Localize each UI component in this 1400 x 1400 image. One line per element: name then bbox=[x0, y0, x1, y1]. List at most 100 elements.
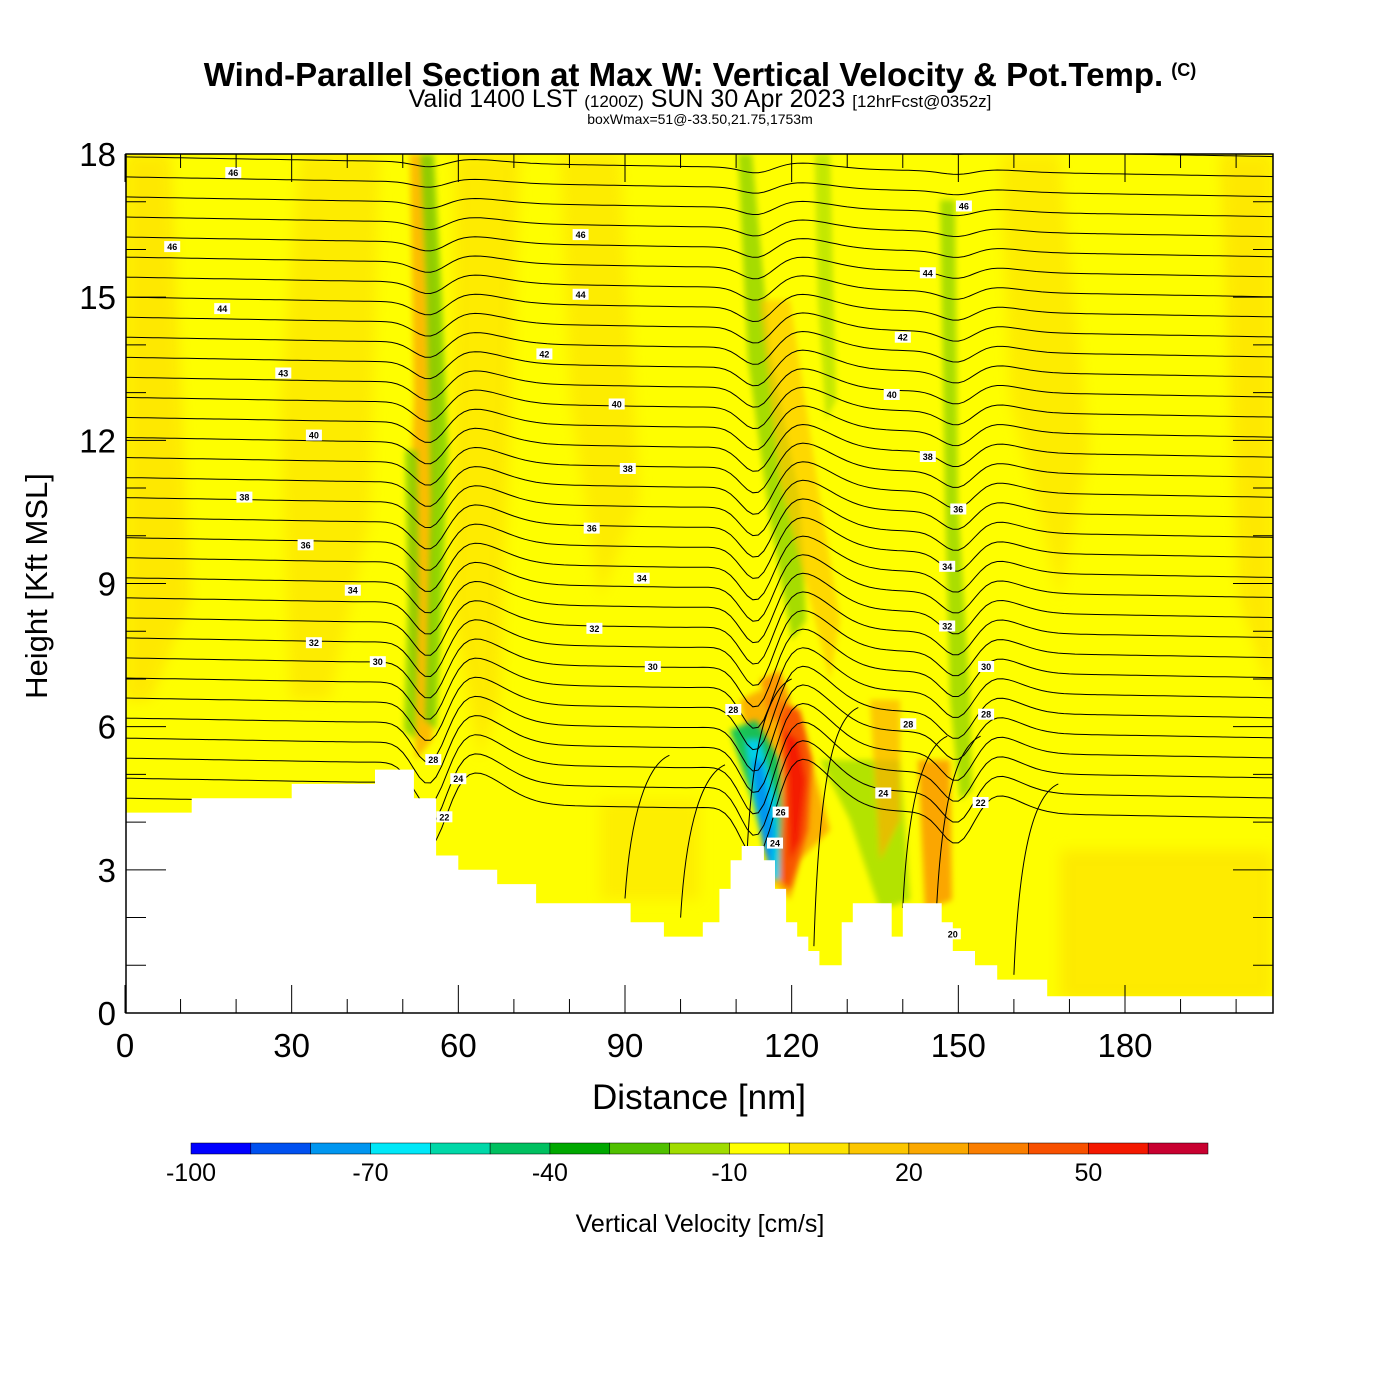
colorbar-tick-label: -100 bbox=[166, 1159, 216, 1187]
colorbar-swatch bbox=[729, 1142, 790, 1155]
theta-label-text: 30 bbox=[648, 662, 658, 672]
colorbar-swatch bbox=[848, 1142, 910, 1155]
theta-label-text: 32 bbox=[589, 624, 599, 634]
theta-label-bg bbox=[633, 572, 650, 584]
theta-label-bg bbox=[772, 806, 789, 818]
theta-contour bbox=[126, 236, 1273, 258]
theta-label: 32 bbox=[305, 637, 322, 649]
theta-contour bbox=[624, 754, 670, 899]
y-tick-label: 18 bbox=[79, 136, 116, 173]
colorbar-swatch bbox=[609, 1142, 670, 1155]
theta-label-bg bbox=[436, 811, 453, 823]
theta-label-text: 36 bbox=[953, 505, 963, 515]
theta-label: 24 bbox=[450, 773, 467, 785]
theta-label-bg bbox=[939, 560, 956, 572]
theta-label-bg bbox=[305, 429, 322, 441]
theta-label-bg bbox=[939, 620, 956, 632]
theta-label-text: 20 bbox=[948, 929, 958, 939]
theta-contour bbox=[126, 665, 1273, 751]
theta-label-text: 28 bbox=[981, 710, 991, 720]
theta-label: 38 bbox=[236, 491, 253, 503]
theta-label-bg bbox=[644, 661, 661, 672]
theta-label-bg bbox=[955, 200, 972, 212]
theta-label: 32 bbox=[939, 620, 956, 632]
theta-label: 32 bbox=[586, 622, 603, 634]
theta-contour bbox=[126, 702, 1273, 793]
theta-label-text: 28 bbox=[728, 705, 738, 715]
theta-contour bbox=[126, 535, 1273, 601]
x-tick-label: 0 bbox=[116, 1027, 134, 1064]
theta-contour bbox=[902, 735, 948, 909]
chart-subtitle: Valid 1400 LST (1200Z) SUN 30 Apr 2023 [… bbox=[0, 86, 1400, 115]
theta-label-bg bbox=[572, 288, 589, 300]
x-tick-label: 30 bbox=[273, 1027, 310, 1064]
theta-label: 30 bbox=[644, 661, 661, 672]
x-tick-label: 150 bbox=[931, 1027, 986, 1064]
theta-label-bg bbox=[900, 718, 917, 730]
theta-label-text: 42 bbox=[898, 333, 908, 343]
colorbar: -100 -70 -40 -10 20 50 bbox=[166, 1142, 1209, 1187]
theta-contour bbox=[126, 442, 1273, 494]
theta-label-text: 38 bbox=[623, 464, 633, 474]
theta-label: 28 bbox=[900, 718, 917, 730]
theta-label: 42 bbox=[894, 331, 911, 343]
theta-contour bbox=[126, 684, 1273, 772]
theta-contour bbox=[746, 678, 792, 851]
theta-label-text: 38 bbox=[239, 493, 249, 503]
theta-label-bg bbox=[894, 331, 911, 343]
subtitle-date: SUN 30 Apr 2023 bbox=[650, 85, 846, 113]
theta-label-text: 24 bbox=[878, 789, 888, 799]
theta-label: 40 bbox=[608, 398, 625, 410]
theta-contour bbox=[126, 647, 1273, 729]
theta-label-bg bbox=[536, 348, 553, 360]
chart-subtitle-2: boxWmax=51@-33.50,21.75,1753m bbox=[587, 111, 813, 127]
theta-label: 46 bbox=[225, 167, 242, 179]
theta-label: 24 bbox=[767, 837, 783, 849]
theta-label-bg bbox=[767, 837, 783, 849]
colorbar-swatch bbox=[788, 1142, 850, 1155]
theta-label-bg bbox=[919, 451, 936, 462]
theta-contour bbox=[126, 721, 1273, 815]
theta-contour bbox=[813, 707, 859, 947]
theta-label: 20 bbox=[944, 928, 961, 940]
theta-label-text: 26 bbox=[776, 808, 786, 818]
theta-label-bg bbox=[586, 622, 603, 634]
theta-label-bg bbox=[883, 389, 900, 400]
theta-label: 28 bbox=[725, 704, 742, 715]
colorbar-swatch bbox=[669, 1142, 730, 1155]
theta-label: 30 bbox=[369, 656, 386, 668]
theta-contour bbox=[126, 386, 1273, 430]
theta-contour bbox=[126, 255, 1273, 280]
theta-label: 40 bbox=[883, 389, 900, 400]
y-tick-label: 6 bbox=[98, 709, 116, 746]
y-tick-label: 0 bbox=[98, 995, 116, 1032]
theta-label: 42 bbox=[536, 348, 553, 360]
chart-title: Wind-Parallel Section at Max W: Vertical… bbox=[0, 52, 1400, 93]
theta-contours bbox=[126, 154, 1273, 975]
y-tick-label: 12 bbox=[79, 422, 116, 459]
theta-label-bg bbox=[305, 637, 322, 649]
theta-label: 28 bbox=[425, 754, 442, 766]
theta-label-text: 34 bbox=[348, 586, 358, 596]
colorbar-tick-label: 50 bbox=[1074, 1159, 1102, 1187]
theta-label-text: 40 bbox=[887, 390, 897, 400]
theta-contour bbox=[126, 349, 1273, 387]
theta-label-text: 44 bbox=[576, 290, 586, 300]
theta-contour bbox=[680, 764, 726, 918]
theta-label-bg bbox=[608, 398, 625, 410]
colorbar-label: Vertical Velocity [cm/s] bbox=[576, 1210, 825, 1238]
theta-label-bg bbox=[450, 773, 467, 785]
theta-label-text: 42 bbox=[539, 349, 549, 359]
theta-contour bbox=[126, 176, 1273, 198]
theta-label-text: 44 bbox=[217, 304, 227, 314]
theta-label: 40 bbox=[305, 429, 322, 441]
theta-contour bbox=[126, 591, 1273, 665]
theta-label: 26 bbox=[772, 806, 789, 818]
colorbar-swatch bbox=[310, 1142, 371, 1155]
subtitle-valid: Valid 1400 LST bbox=[408, 85, 578, 113]
theta-label-text: 34 bbox=[637, 574, 647, 584]
theta-contour bbox=[126, 498, 1273, 558]
colorbar-swatch bbox=[549, 1142, 611, 1155]
theta-label-bg bbox=[725, 704, 742, 715]
theta-label-text: 22 bbox=[976, 798, 986, 808]
